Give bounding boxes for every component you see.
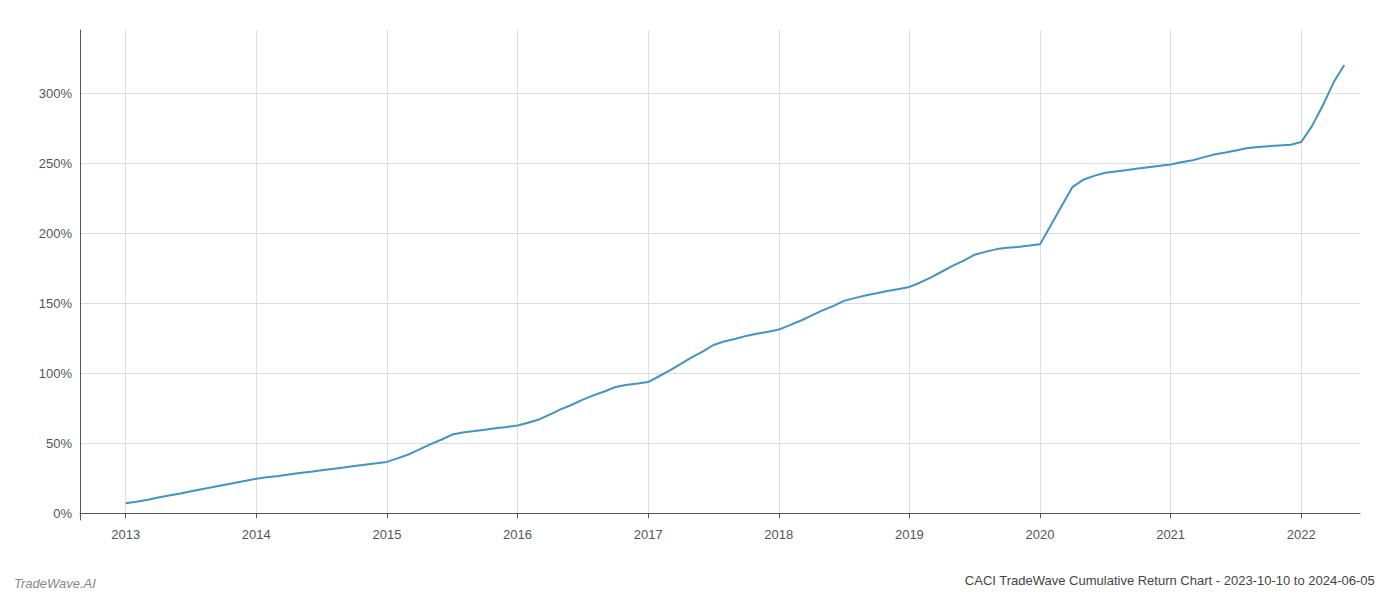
svg-text:2016: 2016 [503, 527, 532, 542]
svg-text:200%: 200% [39, 226, 73, 241]
svg-text:2021: 2021 [1156, 527, 1185, 542]
svg-text:2019: 2019 [895, 527, 924, 542]
svg-text:2013: 2013 [111, 527, 140, 542]
svg-text:300%: 300% [39, 86, 73, 101]
svg-text:2017: 2017 [634, 527, 663, 542]
svg-text:2015: 2015 [372, 527, 401, 542]
svg-text:100%: 100% [39, 366, 73, 381]
svg-text:2018: 2018 [764, 527, 793, 542]
svg-text:2022: 2022 [1287, 527, 1316, 542]
svg-text:2014: 2014 [242, 527, 271, 542]
svg-text:CACI TradeWave Cumulative Retu: CACI TradeWave Cumulative Return Chart -… [965, 573, 1375, 588]
svg-text:50%: 50% [46, 436, 72, 451]
svg-text:250%: 250% [39, 156, 73, 171]
svg-text:0%: 0% [53, 506, 72, 521]
svg-text:2020: 2020 [1026, 527, 1055, 542]
svg-text:150%: 150% [39, 296, 73, 311]
svg-text:TradeWave.AI: TradeWave.AI [14, 576, 96, 591]
